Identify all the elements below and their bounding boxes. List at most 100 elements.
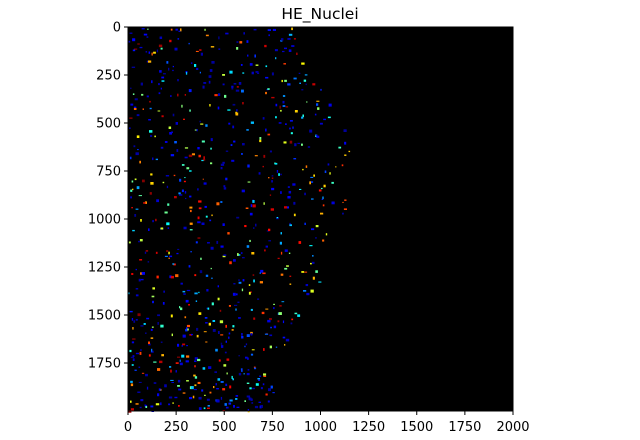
- nucleus-mark: [289, 127, 291, 130]
- nucleus-mark: [260, 405, 263, 408]
- nucleus-mark: [234, 304, 238, 306]
- nucleus-mark: [279, 305, 282, 307]
- nucleus-mark: [276, 170, 279, 173]
- nucleus-mark: [196, 67, 199, 70]
- x-tick-label: 500: [212, 420, 237, 435]
- nucleus-mark: [135, 208, 139, 210]
- nucleus-mark: [197, 188, 199, 191]
- nucleus-mark: [164, 211, 168, 214]
- nucleus-mark: [209, 219, 212, 222]
- nucleus-mark: [184, 94, 186, 96]
- nucleus-mark: [291, 27, 293, 31]
- chart-title: HE_Nuclei: [281, 5, 358, 24]
- nucleus-mark: [199, 49, 202, 51]
- nucleus-mark: [186, 355, 190, 358]
- nucleus-mark: [128, 40, 131, 43]
- nucleus-mark: [199, 71, 201, 74]
- nucleus-mark: [207, 407, 210, 409]
- nucleus-mark: [316, 103, 319, 106]
- nucleus-mark: [140, 399, 144, 402]
- nucleus-mark: [269, 318, 272, 321]
- nucleus-mark: [304, 192, 306, 196]
- nucleus-mark: [150, 337, 154, 339]
- nucleus-mark: [259, 375, 262, 377]
- nucleus-mark: [197, 358, 201, 362]
- nucleus-mark: [179, 306, 181, 309]
- nucleus-mark: [180, 282, 183, 285]
- nucleus-mark: [293, 213, 296, 217]
- nucleus-mark: [151, 326, 154, 328]
- y-tick-label: 500: [96, 117, 121, 132]
- nucleus-mark: [247, 369, 250, 371]
- nucleus-mark: [215, 348, 218, 352]
- nucleus-mark: [189, 229, 193, 231]
- nucleus-mark: [249, 397, 252, 401]
- nucleus-mark: [160, 227, 164, 230]
- nucleus-mark: [158, 44, 163, 48]
- nucleus-mark: [309, 181, 311, 185]
- nucleus-mark: [247, 164, 250, 168]
- nucleus-mark: [135, 352, 140, 355]
- nucleus-mark: [152, 300, 154, 304]
- nucleus-mark: [210, 46, 215, 48]
- nucleus-mark: [289, 222, 291, 226]
- nucleus-mark: [132, 358, 135, 361]
- nucleus-mark: [247, 410, 250, 413]
- nucleus-mark: [134, 214, 137, 217]
- nucleus-mark: [231, 159, 235, 162]
- nucleus-mark: [179, 194, 183, 196]
- nucleus-mark: [139, 46, 143, 49]
- nucleus-mark: [289, 140, 293, 144]
- nucleus-mark: [287, 186, 290, 188]
- nucleus-mark: [165, 175, 170, 177]
- nucleus-mark: [148, 228, 150, 231]
- nucleus-mark: [140, 219, 142, 222]
- nucleus-mark: [137, 313, 141, 317]
- nucleus-mark: [195, 50, 199, 52]
- nucleus-mark: [282, 50, 285, 53]
- nucleus-mark: [145, 250, 149, 252]
- nucleus-mark: [198, 291, 200, 294]
- nucleus-mark: [246, 40, 249, 43]
- nucleus-mark: [164, 255, 168, 257]
- nucleus-mark: [216, 388, 219, 390]
- nucleus-mark: [172, 69, 174, 72]
- nucleus-mark: [222, 161, 225, 164]
- nucleus-mark: [285, 338, 290, 342]
- nucleus-mark: [207, 242, 210, 244]
- nucleus-mark: [250, 121, 254, 124]
- nucleus-mark: [203, 156, 205, 159]
- nucleus-mark: [254, 155, 258, 157]
- nucleus-mark: [163, 290, 165, 293]
- nucleus-mark: [309, 245, 313, 247]
- nucleus-mark: [223, 187, 227, 190]
- nucleus-mark: [224, 403, 227, 406]
- nucleus-mark: [229, 261, 232, 265]
- nucleus-mark: [232, 325, 235, 328]
- nucleus-mark: [222, 255, 226, 258]
- y-tick-label: 1750: [88, 357, 121, 372]
- nucleus-mark: [233, 259, 236, 262]
- nucleus-mark: [268, 240, 271, 242]
- nucleus-mark: [142, 108, 144, 110]
- nucleus-mark: [244, 225, 247, 228]
- nucleus-mark: [134, 178, 137, 181]
- nucleus-mark: [151, 295, 155, 298]
- nucleus-mark: [246, 382, 250, 384]
- nucleus-mark: [198, 207, 202, 210]
- nucleus-mark: [168, 67, 170, 71]
- nucleus-mark: [323, 184, 326, 188]
- nucleus-mark: [139, 160, 141, 164]
- nucleus-mark: [220, 381, 224, 383]
- nucleus-mark: [186, 289, 191, 292]
- x-tick-label: 1250: [352, 420, 385, 435]
- nucleus-mark: [189, 195, 192, 198]
- nucleus-mark: [278, 312, 282, 315]
- nucleus-mark: [254, 405, 259, 409]
- nucleus-mark: [225, 177, 228, 181]
- nucleus-mark: [235, 293, 238, 296]
- nucleus-mark: [273, 325, 277, 329]
- nucleus-mark: [247, 181, 251, 183]
- nucleus-mark: [152, 220, 154, 223]
- nucleus-mark: [287, 196, 291, 199]
